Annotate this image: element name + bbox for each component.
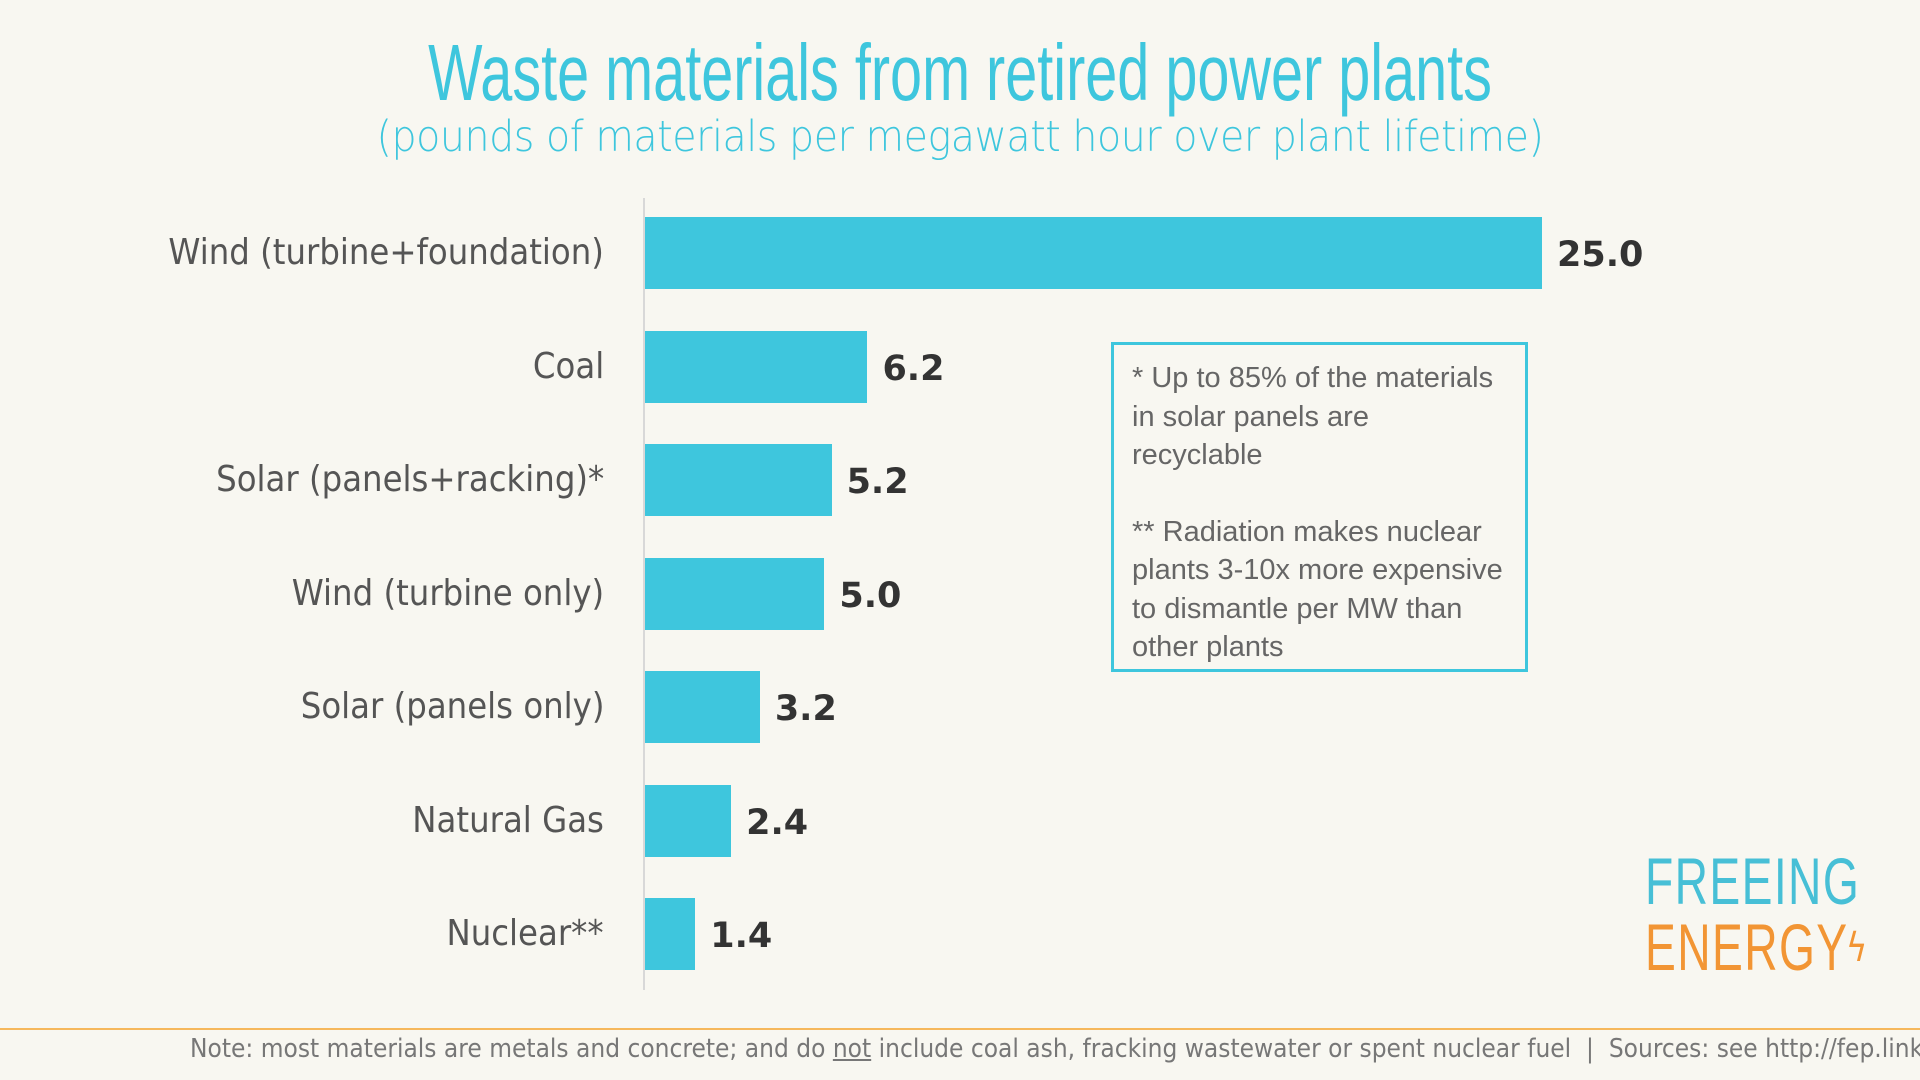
data-label: 5.0 bbox=[839, 575, 902, 616]
footer-note: Note: most materials are metals and conc… bbox=[190, 1034, 1920, 1064]
chart-subtitle: (pounds of materials per megawatt hour o… bbox=[376, 112, 1544, 162]
y-axis-line bbox=[643, 198, 645, 990]
bar bbox=[645, 671, 760, 743]
note-box: * Up to 85% of the materials in solar pa… bbox=[1111, 342, 1528, 672]
data-label: 1.4 bbox=[710, 916, 773, 956]
category-label: Coal bbox=[532, 345, 604, 387]
note-solar: * Up to 85% of the materials in solar pa… bbox=[1132, 362, 1494, 471]
footer-text-pre: Note: most materials are metals and conc… bbox=[190, 1034, 833, 1064]
data-label: 6.2 bbox=[882, 348, 945, 389]
category-label: Wind (turbine+foundation) bbox=[168, 232, 604, 273]
data-label: 3.2 bbox=[774, 689, 837, 729]
note-nuclear: ** Radiation makes nuclear plants 3-10x … bbox=[1132, 515, 1503, 664]
category-label: Natural Gas bbox=[412, 799, 604, 841]
logo-line1: FREEING bbox=[1645, 844, 1861, 918]
category-label: Solar (panels+racking)* bbox=[215, 459, 604, 500]
data-label: 25.0 bbox=[1557, 235, 1644, 275]
category-label: Nuclear** bbox=[446, 913, 604, 954]
chart-title: Waste materials from retired power plant… bbox=[428, 28, 1492, 117]
bar bbox=[645, 898, 696, 970]
footer-divider bbox=[0, 1028, 1920, 1030]
bar bbox=[645, 444, 832, 516]
data-label: 2.4 bbox=[746, 802, 809, 843]
freeing-energy-logo: FREEING ENERGYϟ bbox=[1645, 844, 1867, 984]
footer-text-underlined: not bbox=[832, 1034, 872, 1064]
bar bbox=[645, 784, 732, 857]
footer-text-post: include coal ash, fracking wastewater or… bbox=[871, 1034, 1920, 1064]
category-label: Wind (turbine only) bbox=[291, 572, 604, 614]
logo-line2: ENERGYϟ bbox=[1645, 910, 1867, 984]
lightning-icon: ϟ bbox=[1848, 922, 1867, 971]
category-label: Solar (panels only) bbox=[300, 686, 604, 727]
data-label: 5.2 bbox=[846, 462, 909, 502]
bar bbox=[645, 217, 1542, 289]
bar bbox=[645, 330, 868, 403]
bar bbox=[645, 557, 825, 630]
